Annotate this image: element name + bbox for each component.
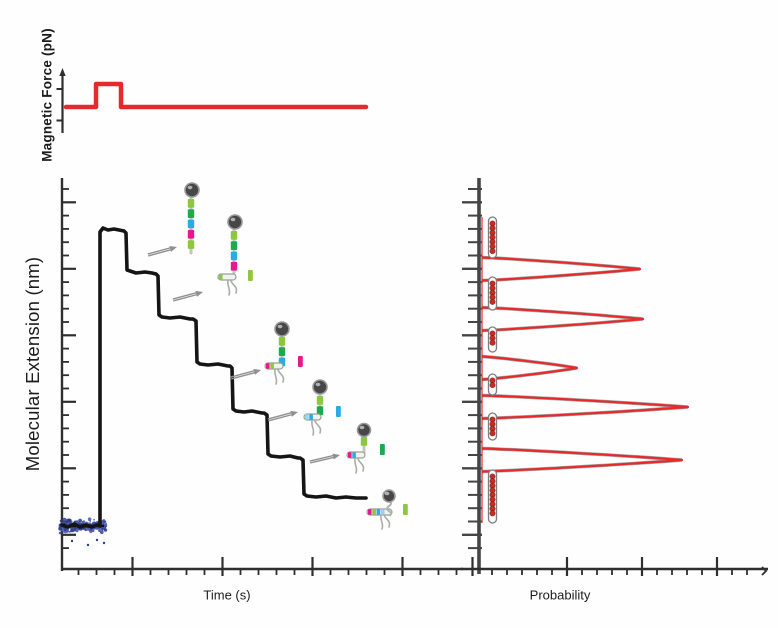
released-domain-icon (298, 356, 303, 367)
data-point-chain (487, 469, 498, 524)
molecule-state-three-domains-folded (303, 379, 341, 436)
tether-tail-icon (227, 280, 238, 296)
molecule-state-fully-unfolded (184, 182, 200, 255)
domain-segment-icon (360, 437, 368, 446)
domain-segment-icon (316, 396, 324, 405)
data-point-chain (487, 412, 498, 441)
domain-segment-icon (187, 209, 195, 218)
molecule-state-one-domain-folded (217, 214, 253, 296)
molecule-cartoons (184, 182, 408, 530)
domain-segment-icon (187, 229, 195, 239)
probability-peak-shadow (481, 393, 689, 421)
transition-arrow (230, 368, 261, 380)
transition-arrows (147, 245, 340, 464)
transition-arrow (267, 410, 298, 422)
extension-y-axis (60, 178, 76, 571)
probability-peak (481, 394, 690, 420)
transition-arrow (309, 453, 340, 464)
transition-arrow (172, 290, 203, 302)
extension-y-axis-label: Molecular Extension (nm) (22, 256, 43, 472)
magnetic-bead-icon (312, 379, 328, 395)
probability-peak-shadow (481, 446, 683, 474)
data-point-chain (487, 276, 498, 311)
probability-curve (481, 217, 690, 523)
data-point-chain (487, 326, 498, 353)
probability-peak (481, 306, 645, 332)
domain-segment-icon (230, 241, 238, 250)
molecule-state-fully-refolded (366, 489, 408, 530)
axis-end-mark (761, 566, 768, 576)
probability-peak-shadow (481, 305, 644, 333)
molecule-state-four-domains-folded (346, 422, 385, 474)
probability-x-axis-label: Probability (529, 587, 591, 603)
probability-x-axis (461, 557, 768, 576)
released-domain-icon (403, 504, 408, 515)
magnetic-bead-icon (274, 321, 290, 337)
extension-staircase-trace (60, 226, 368, 529)
tether-tail-icon (380, 514, 391, 530)
transition-arrow (147, 245, 177, 257)
data-point-chain (487, 373, 498, 396)
force-pulse-line (63, 81, 369, 110)
probability-peak (481, 256, 642, 282)
probability-peak (481, 355, 579, 381)
force-y-axis-label: Magnetic Force (pN) (39, 28, 55, 162)
force-trace (63, 81, 369, 110)
probability-peak-shadow (481, 255, 641, 283)
tether-tail-icon (311, 420, 322, 436)
magnetic-bead-icon (184, 182, 200, 198)
magnetic-bead-icon (227, 214, 243, 230)
domain-segment-icon (316, 406, 324, 415)
time-x-axis (62, 557, 463, 576)
data-point-chains (487, 216, 498, 524)
staircase-line (60, 226, 368, 529)
tether-tail-icon (354, 458, 365, 474)
domain-segment-icon (230, 231, 238, 240)
magnetic-bead-icon (382, 489, 396, 503)
time-x-axis-label: Time (s) (203, 587, 251, 603)
data-point-chain (487, 216, 498, 259)
released-domain-icon (248, 270, 253, 281)
molecule-state-two-domains-folded (264, 321, 303, 385)
released-domain-icon (336, 406, 341, 417)
domain-segment-icon (187, 219, 195, 229)
domain-segment-icon (187, 240, 195, 249)
domain-segment-icon (187, 199, 195, 208)
folded-linker-icon (386, 500, 392, 517)
domain-segment-icon (230, 261, 238, 271)
domain-segment-icon (278, 337, 286, 346)
domain-segment-icon (230, 251, 238, 261)
probability-peak (481, 447, 684, 473)
force-axis (56, 68, 66, 133)
released-domain-icon (380, 444, 385, 455)
probability-y-axis (462, 178, 482, 574)
domain-segment-icon (278, 347, 286, 356)
tether-tail-icon (274, 369, 285, 385)
magnetic-bead-icon (356, 422, 372, 438)
